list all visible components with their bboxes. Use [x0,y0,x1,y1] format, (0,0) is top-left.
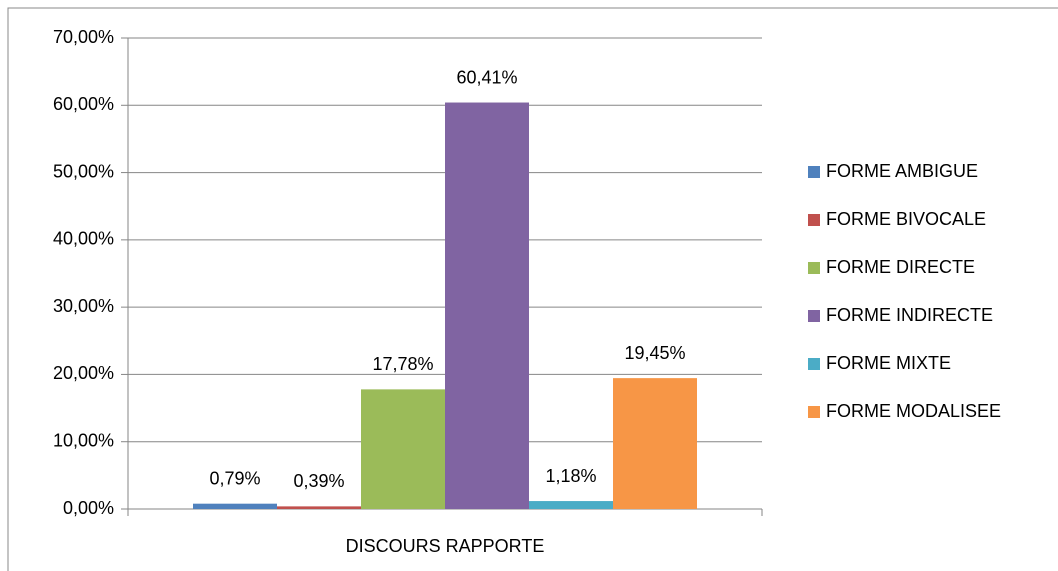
bar [529,501,613,509]
legend-swatch [808,406,820,418]
legend-swatch [808,166,820,178]
legend-label: FORME AMBIGUE [826,161,978,181]
bar [613,378,697,509]
data-label: 19,45% [624,343,685,363]
legend-label: FORME BIVOCALE [826,209,986,229]
legend-swatch [808,358,820,370]
chart-frame [7,7,1058,571]
data-label: 17,78% [372,354,433,374]
y-tick-label: 30,00% [53,296,114,316]
y-tick-label: 60,00% [53,94,114,114]
bar [361,389,445,509]
data-label: 0,79% [209,468,260,488]
data-label: 0,39% [293,471,344,491]
y-tick-label: 10,00% [53,430,114,450]
legend-swatch [808,262,820,274]
legend-swatch [808,310,820,322]
y-tick-label: 20,00% [53,363,114,383]
bar [193,503,277,509]
legend-label: FORME DIRECTE [826,257,975,277]
legend-label: FORME MODALISEE [826,401,1001,421]
x-tick-label: DISCOURS RAPPORTE [346,536,545,556]
y-tick-label: 0,00% [63,498,114,518]
legend-label: FORME INDIRECTE [826,305,993,325]
bar [277,506,361,509]
legend-swatch [808,214,820,226]
y-tick-label: 70,00% [53,27,114,47]
y-tick-label: 40,00% [53,229,114,249]
y-tick-label: 50,00% [53,161,114,181]
data-label: 1,18% [545,466,596,486]
data-label: 60,41% [456,67,517,87]
bar [445,102,529,509]
legend-label: FORME MIXTE [826,353,951,373]
